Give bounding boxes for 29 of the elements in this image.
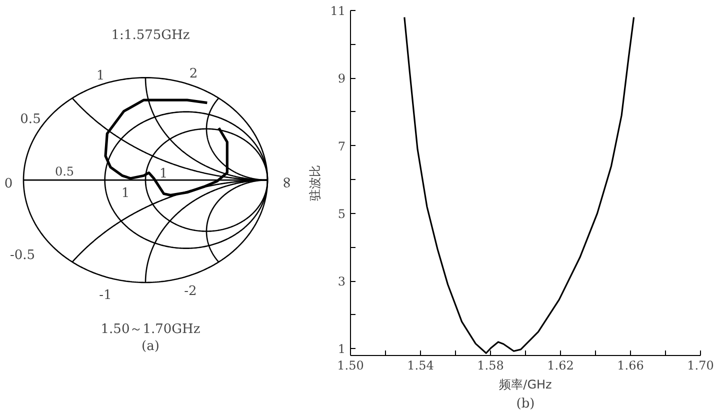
text: -2 — [184, 284, 197, 300]
y-tick-label: 9 — [338, 72, 346, 86]
y-tick-label: 3 — [338, 274, 346, 289]
x-tick-label: 1.54 — [407, 358, 434, 372]
text: 0.5 — [54, 164, 74, 178]
x-tick-label: 1.58 — [477, 358, 504, 372]
text: 1 — [121, 186, 130, 201]
text: -0.5 — [10, 248, 36, 263]
text: 1 — [159, 166, 168, 182]
text: (b) — [516, 396, 535, 411]
y-tick-label: 1 — [338, 342, 346, 356]
y-tick-label: 5 — [338, 206, 346, 221]
x-tick-label: 1.66 — [617, 358, 644, 372]
text: ∞ — [278, 176, 297, 190]
x-axis-title: 频率/GHz — [499, 378, 552, 392]
y-tick-label: 7 — [338, 139, 346, 154]
text: 1:1.575GHz — [111, 28, 190, 44]
text: 1.50～1.70GHz — [100, 322, 200, 337]
text: (a) — [142, 338, 160, 354]
text: -1 — [99, 288, 112, 304]
text: 0 — [4, 176, 13, 192]
x-tick-label: 1.50 — [337, 358, 364, 372]
text: 1 — [96, 68, 105, 84]
x-tick-label: 1.70 — [687, 358, 714, 372]
text: 2 — [189, 66, 198, 82]
y-tick-label: 11 — [330, 4, 346, 18]
y-axis-title: 驻波比 — [308, 165, 322, 201]
x-tick-label: 1.62 — [547, 358, 574, 372]
text: 0.5 — [20, 112, 41, 127]
